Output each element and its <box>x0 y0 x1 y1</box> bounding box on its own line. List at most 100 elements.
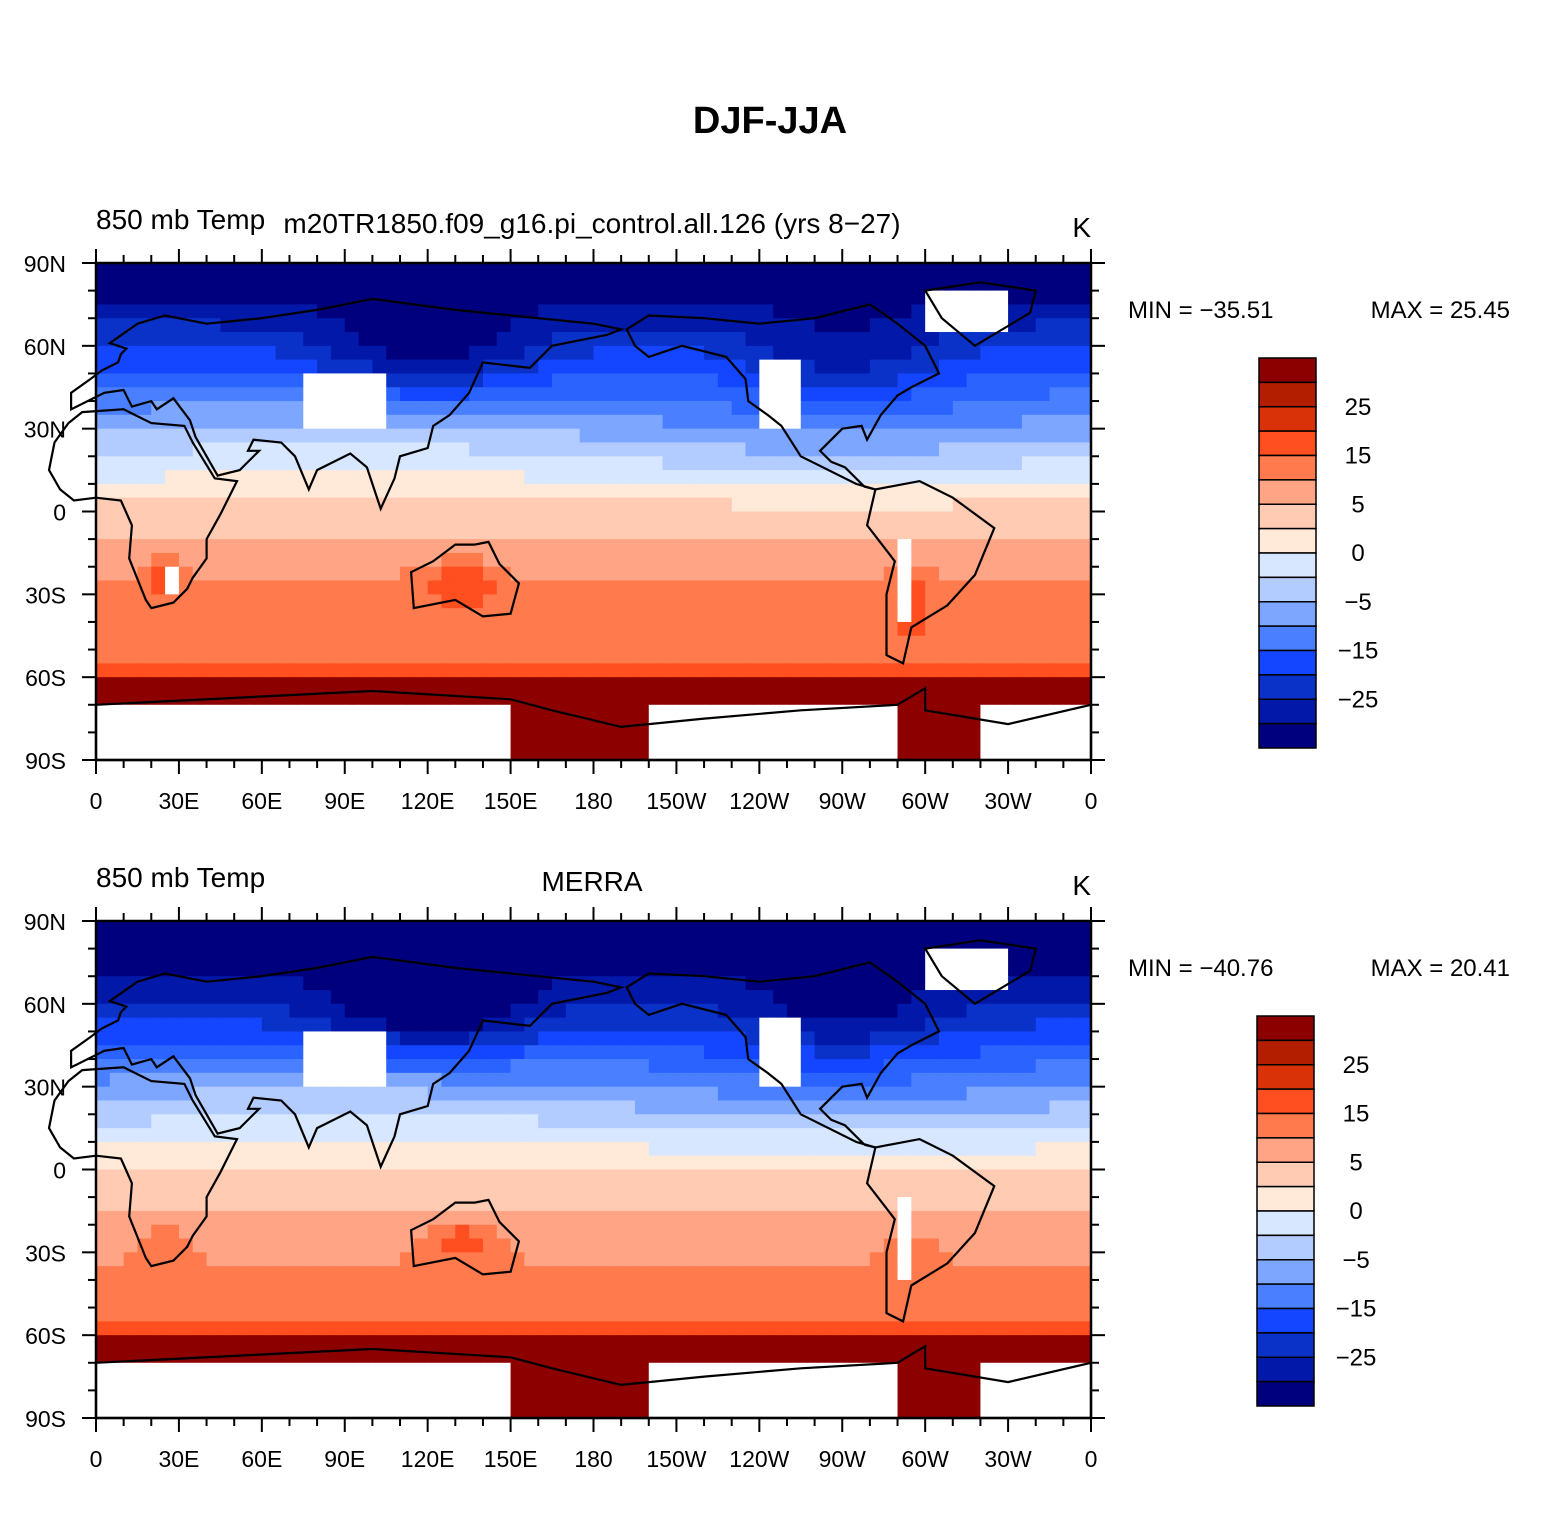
colorbar-label: 0 <box>1349 1198 1362 1225</box>
x-tick-label: 30W <box>984 1446 1032 1472</box>
coast-africa <box>47 1066 239 1268</box>
x-tick-label: 90W <box>819 788 867 814</box>
y-tick-label: 60S <box>25 665 66 691</box>
x-tick-label: 180 <box>574 788 612 814</box>
x-tick-label: 0 <box>90 1446 103 1472</box>
panel-center-title: m20TR1850.f09_g16.pi_control.all.126 (yr… <box>283 208 900 239</box>
x-tick-label: 120W <box>729 788 789 814</box>
colorbar-label: −25 <box>1338 686 1379 713</box>
colorbar-box <box>1258 649 1317 676</box>
x-tick-label: 120E <box>401 1446 455 1472</box>
colorbar-label: 5 <box>1349 1149 1362 1176</box>
colorbar-box <box>1256 1259 1315 1285</box>
colorbar: 25 15 5 0 −5 −15 −25 <box>1256 1015 1377 1407</box>
colorbar-box <box>1256 1161 1315 1188</box>
colorbar-label: 5 <box>1351 491 1364 518</box>
coastlines <box>47 281 1093 762</box>
min-label: MIN = −35.51 <box>1128 297 1273 324</box>
colorbar-label: −15 <box>1338 638 1379 665</box>
map-panel-1: 850 mb Temp m20TR1850.f09_g16.pi_control.… <box>24 204 1510 814</box>
colorbar-label: −5 <box>1342 1247 1369 1274</box>
coast-namerica <box>625 961 941 1149</box>
x-tick-label: 0 <box>1085 1446 1098 1472</box>
colorbar-box <box>1258 698 1317 725</box>
colorbar-box <box>1256 1112 1315 1139</box>
x-tick-label: 90E <box>324 788 365 814</box>
colorbar-box <box>1258 674 1317 700</box>
coast-australia <box>409 540 521 618</box>
colorbar: 25 15 5 0 −5 −15 −25 <box>1258 357 1379 749</box>
colorbar-box <box>1256 1307 1315 1334</box>
coast-eurasia <box>69 955 625 1170</box>
colorbar-box <box>1258 406 1317 432</box>
x-tick-label: 60W <box>902 788 950 814</box>
panels: 850 mb Temp m20TR1850.f09_g16.pi_control.… <box>24 204 1510 1472</box>
x-tick-label: 60W <box>902 1446 950 1472</box>
y-tick-label: 30S <box>25 1240 66 1266</box>
colorbar-box <box>1258 430 1317 457</box>
y-tick-label: 90N <box>24 251 66 277</box>
colorbar-box <box>1256 1380 1315 1407</box>
x-tick-label: 90E <box>324 1446 365 1472</box>
temperature-field <box>96 263 1092 761</box>
y-tick-label: 60S <box>25 1323 66 1349</box>
y-tick-label: 90S <box>25 748 66 774</box>
main-title: DJF-JJA <box>693 100 847 142</box>
coast-africa <box>47 408 239 610</box>
colorbar-label: 25 <box>1345 394 1372 421</box>
panel-units: K <box>1072 870 1091 901</box>
colorbar-box <box>1258 479 1317 505</box>
max-label: MAX = 25.45 <box>1371 297 1510 324</box>
coast-eurasia <box>69 297 625 512</box>
x-tick-label: 30E <box>158 1446 199 1472</box>
coast-greenland <box>923 939 1038 1006</box>
colorbar-label: 15 <box>1343 1101 1370 1128</box>
x-tick-label: 150E <box>484 1446 538 1472</box>
colorbar-box <box>1256 1356 1315 1383</box>
panel-left-title: 850 mb Temp <box>96 862 265 893</box>
colorbar-box <box>1256 1039 1315 1066</box>
x-tick-label: 120W <box>729 1446 789 1472</box>
y-tick-label: 90S <box>25 1406 66 1432</box>
colorbar-box <box>1256 1137 1315 1163</box>
colorbar-box <box>1256 1015 1315 1042</box>
temperature-field <box>96 921 1092 1419</box>
x-tick-label: 60E <box>241 788 282 814</box>
colorbar-box <box>1256 1332 1315 1358</box>
max-label: MAX = 20.41 <box>1371 955 1510 982</box>
coast-australia <box>409 1198 521 1276</box>
colorbar-box <box>1256 1283 1315 1310</box>
colorbar-label: 0 <box>1351 540 1364 567</box>
coast-namerica <box>625 303 941 491</box>
colorbar-box <box>1258 576 1317 603</box>
x-tick-label: 90W <box>819 1446 867 1472</box>
x-tick-label: 180 <box>574 1446 612 1472</box>
colorbar-box <box>1258 454 1317 481</box>
colorbar-label: −5 <box>1344 589 1371 616</box>
y-tick-label: 30N <box>24 417 66 443</box>
y-tick-label: 30S <box>25 582 66 608</box>
x-tick-label: 150W <box>646 1446 706 1472</box>
y-tick-label: 0 <box>53 1158 66 1184</box>
map-panel-2: 850 mb Temp MERRA K 0 30E 60E 90E 120E 150E 180 15… <box>24 862 1510 1472</box>
min-label: MIN = −40.76 <box>1128 955 1273 982</box>
colorbar-box <box>1258 381 1317 408</box>
y-tick-label: 90N <box>24 909 66 935</box>
x-tick-label: 0 <box>90 788 103 814</box>
coast-greenland <box>923 281 1038 348</box>
coast-samerica <box>865 1137 996 1324</box>
colorbar-box <box>1256 1210 1315 1237</box>
x-tick-label: 150E <box>484 788 538 814</box>
axis-ticks: 0 30E 60E 90E 120E 150E 180 150W 120W 90W 60W 30W 09… <box>24 249 1105 814</box>
y-tick-label: 60N <box>24 334 66 360</box>
colorbar-box <box>1256 1088 1315 1115</box>
x-tick-label: 120E <box>401 788 455 814</box>
x-tick-label: 30W <box>984 788 1032 814</box>
x-tick-label: 60E <box>241 1446 282 1472</box>
colorbar-box <box>1256 1234 1315 1261</box>
colorbar-label: −25 <box>1336 1344 1377 1371</box>
panel-left-title: 850 mb Temp <box>96 204 265 235</box>
colorbar-box <box>1258 527 1317 554</box>
coast-samerica <box>865 479 996 666</box>
